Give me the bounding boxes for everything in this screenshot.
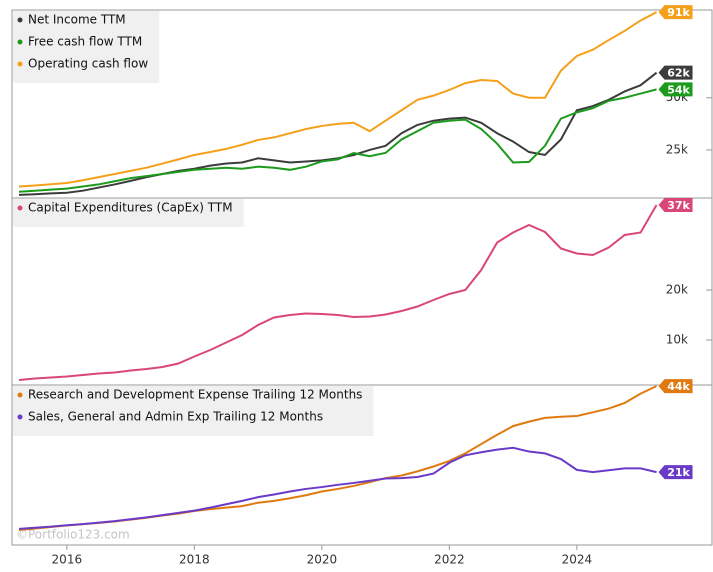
x-tick-label: 2018: [179, 553, 210, 567]
legend-marker: [17, 205, 23, 211]
legend: Net Income TTM Free cash flow TTM Operatin…: [13, 11, 160, 83]
legend-marker: [17, 392, 23, 398]
legend-background: [13, 11, 160, 83]
end-label: 44k: [667, 380, 690, 393]
end-badge: [658, 82, 693, 97]
legend-marker: [17, 61, 23, 67]
legend-marker: [17, 414, 23, 420]
series-line: [18, 446, 657, 530]
legend-background: [13, 199, 244, 227]
end-label: 54k: [667, 83, 690, 96]
y-tick-label: 20k: [666, 283, 688, 297]
end-badge: [658, 198, 693, 212]
legend-background: [13, 386, 374, 436]
legend-label: Research and Development Expense Trailin…: [28, 388, 362, 402]
legend: Research and Development Expense Trailin…: [13, 386, 374, 436]
end-label: 21k: [667, 466, 690, 479]
x-tick-label: 2016: [52, 553, 83, 567]
end-badge: [658, 65, 693, 80]
legend-label: Net Income TTM: [28, 13, 126, 27]
y-tick-label: 10k: [666, 333, 688, 347]
series-line: [18, 204, 658, 381]
end-label: 62k: [667, 67, 690, 80]
legend-marker: [17, 17, 23, 23]
x-tick-label: 2020: [307, 553, 338, 567]
end-label: 37k: [667, 199, 690, 212]
plot-frame: [11, 9, 713, 546]
series-line: [18, 71, 658, 196]
end-badge: [658, 5, 693, 20]
end-badge: [658, 379, 693, 394]
legend-label: Sales, General and Admin Exp Trailing 12…: [28, 410, 323, 424]
y-tick-label: 25k: [666, 142, 688, 156]
series-line: [18, 88, 657, 193]
legend: Capital Expenditures (CapEx) TTM: [13, 199, 244, 227]
x-tick-label: 2024: [562, 553, 593, 567]
legend-label: Free cash flow TTM: [28, 35, 142, 49]
end-badge: [658, 465, 693, 480]
legend-label: Capital Expenditures (CapEx) TTM: [28, 201, 233, 215]
legend-marker: [17, 39, 23, 45]
legend-label: Operating cash flow: [28, 57, 148, 71]
end-label: 91k: [667, 6, 690, 19]
series-line: [18, 11, 658, 188]
watermark: ©Portfolio123.com: [16, 528, 130, 542]
x-tick-label: 2022: [434, 553, 465, 567]
